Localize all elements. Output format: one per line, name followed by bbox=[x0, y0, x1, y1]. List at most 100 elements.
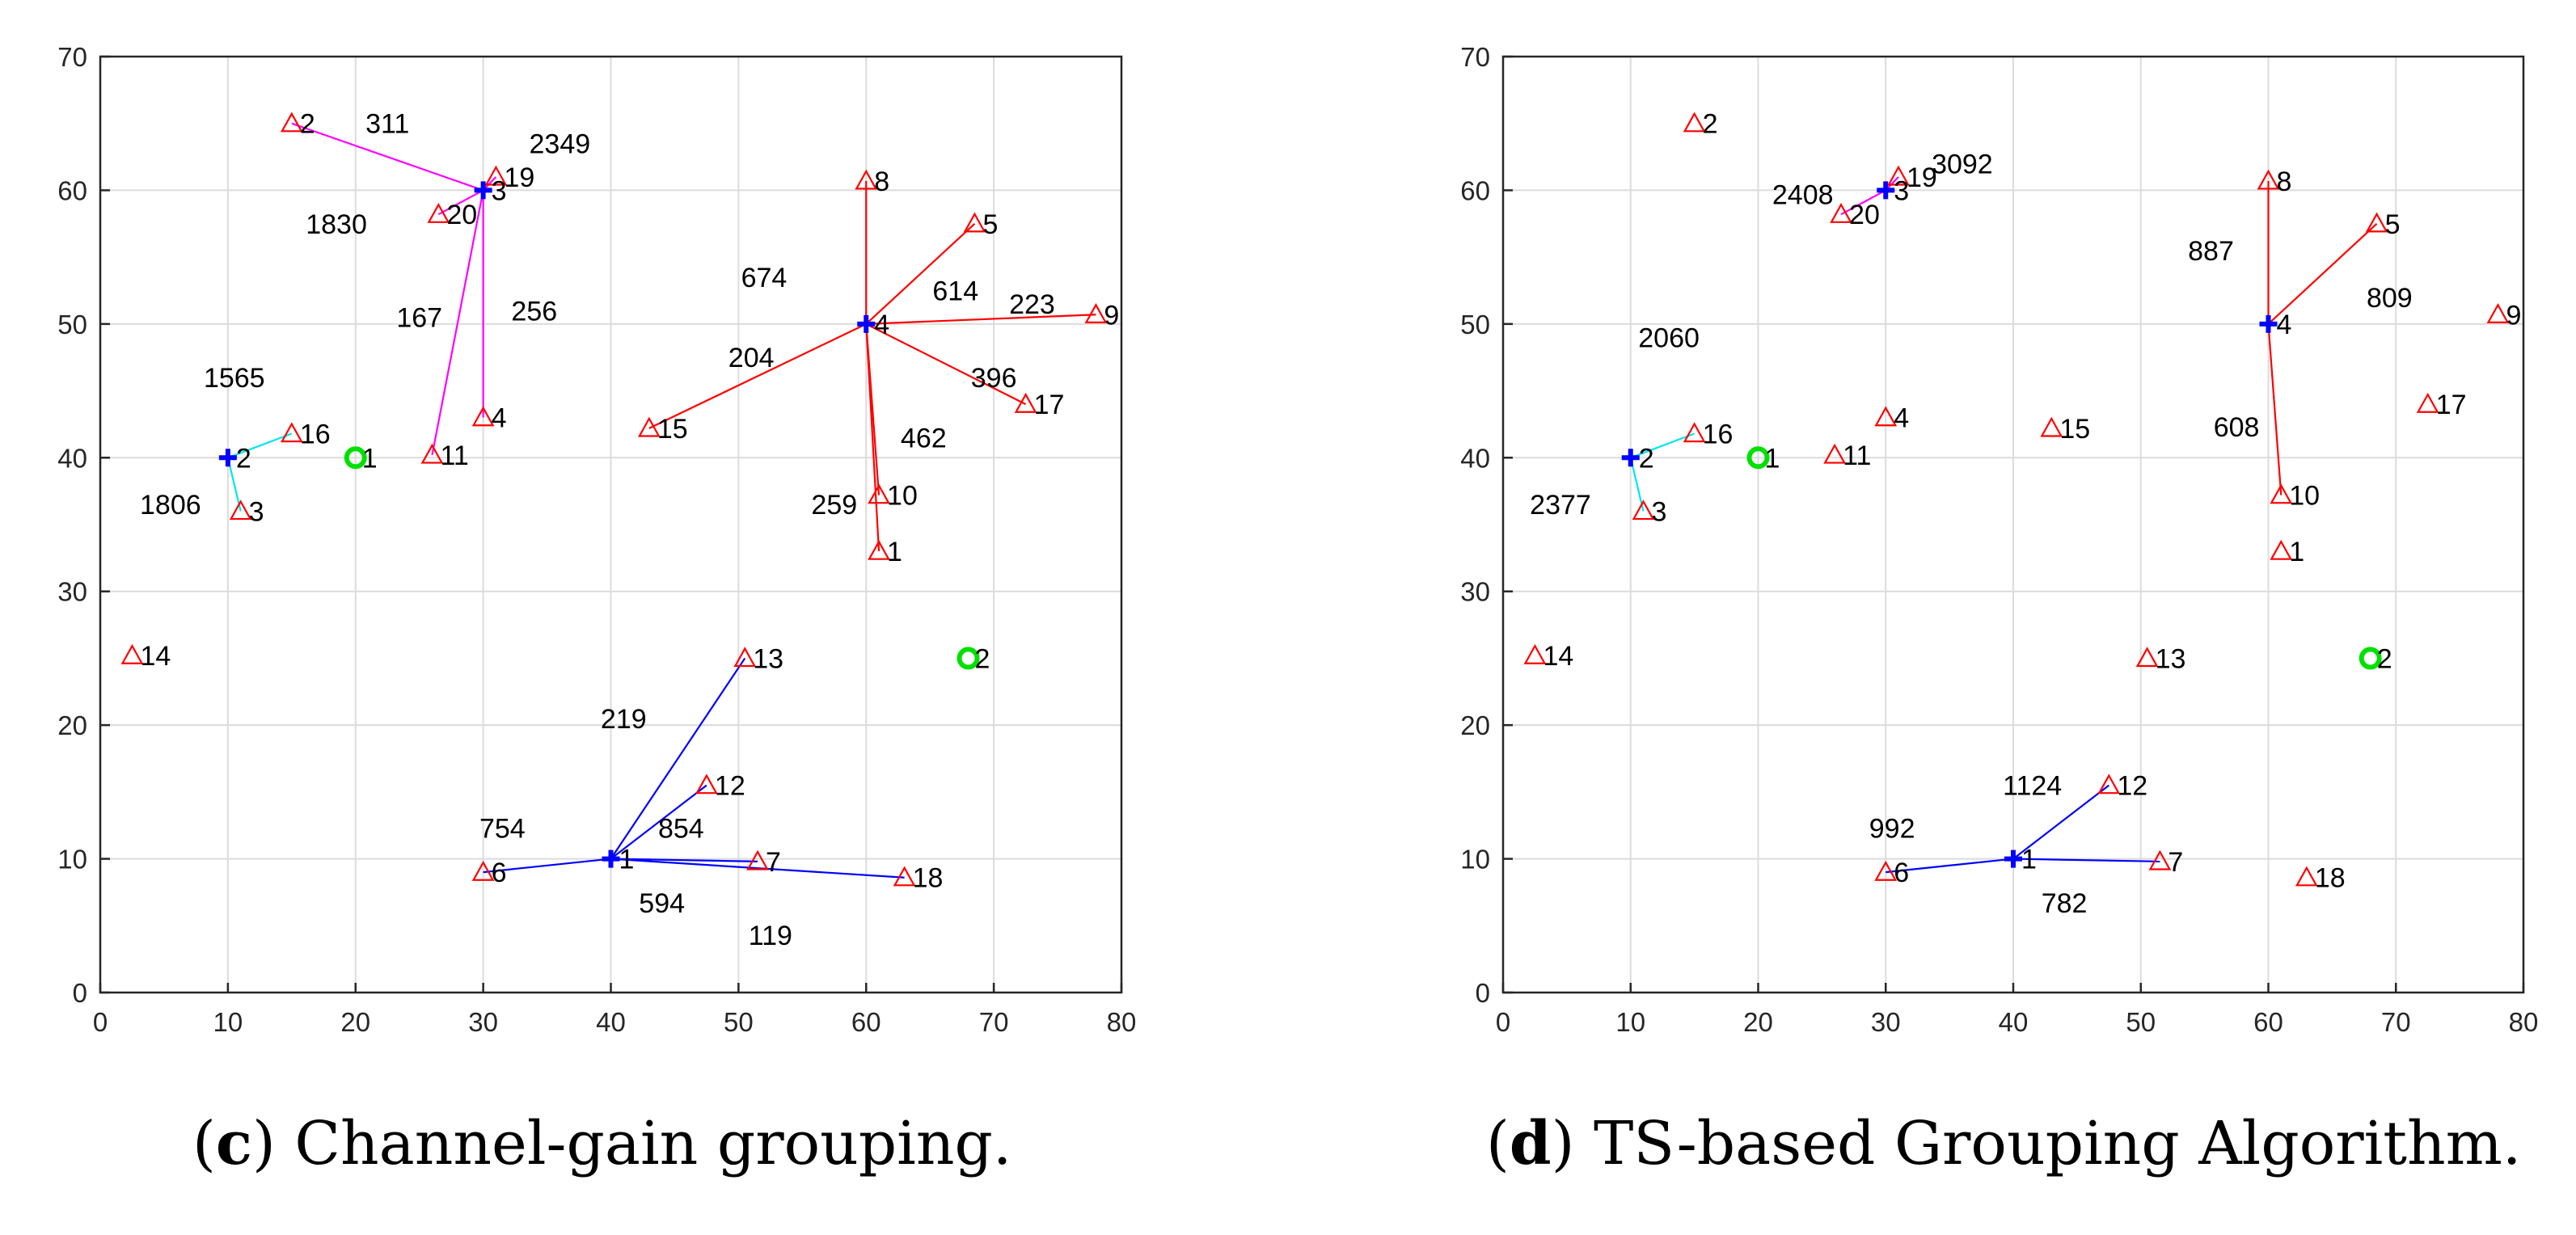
user-marker bbox=[229, 499, 252, 521]
base-station-marker bbox=[1746, 446, 1770, 470]
value-annotation: 854 bbox=[658, 814, 704, 845]
user-label: 19 bbox=[1907, 162, 1937, 193]
group-link bbox=[437, 189, 484, 216]
group-head-marker bbox=[1877, 181, 1895, 200]
group-head-marker bbox=[1621, 449, 1640, 467]
x-tick-label: 20 bbox=[1743, 1007, 1773, 1037]
user-marker bbox=[733, 647, 757, 668]
user-marker bbox=[1823, 443, 1847, 464]
y-tick-label: 50 bbox=[1460, 310, 1490, 339]
group-link bbox=[1629, 457, 1645, 512]
user-marker bbox=[2270, 539, 2293, 560]
group-head-marker bbox=[474, 181, 492, 200]
group-link bbox=[610, 858, 905, 879]
user-marker bbox=[695, 773, 718, 795]
value-annotation: 754 bbox=[479, 814, 526, 845]
user-label: 1 bbox=[2289, 537, 2304, 567]
group-link bbox=[483, 858, 611, 874]
user-label: 8 bbox=[874, 166, 889, 197]
y-tick-label: 20 bbox=[57, 710, 87, 740]
x-tick-label: 10 bbox=[213, 1007, 243, 1037]
base-station-marker bbox=[344, 446, 367, 470]
user-label: 2 bbox=[1703, 109, 1718, 140]
base-station-marker bbox=[2359, 647, 2382, 670]
value-annotation: 614 bbox=[932, 276, 978, 307]
user-label: 15 bbox=[2059, 414, 2090, 445]
x-tick-label: 60 bbox=[851, 1007, 881, 1037]
user-marker bbox=[471, 406, 495, 427]
value-annotation: 782 bbox=[2042, 888, 2088, 919]
user-marker bbox=[1874, 406, 1898, 427]
user-marker bbox=[2270, 483, 2293, 504]
value-annotation: 3092 bbox=[1932, 149, 1993, 179]
user-marker bbox=[855, 169, 878, 190]
group-link bbox=[1886, 858, 2014, 874]
x-tick-label: 80 bbox=[1107, 1007, 1137, 1037]
user-label: 18 bbox=[913, 863, 944, 894]
user-marker bbox=[1887, 165, 1910, 186]
group-head-label: 2 bbox=[236, 443, 251, 474]
user-marker bbox=[427, 202, 450, 223]
group-head-label: 4 bbox=[874, 310, 889, 340]
y-tick-label: 60 bbox=[57, 175, 87, 205]
base-station-label: 1 bbox=[1765, 443, 1780, 474]
user-label: 8 bbox=[2277, 166, 2292, 197]
user-label: 7 bbox=[766, 847, 781, 878]
user-marker bbox=[484, 165, 508, 186]
user-label: 1 bbox=[887, 537, 902, 567]
user-label: 2 bbox=[300, 109, 315, 140]
y-tick-label: 0 bbox=[1476, 978, 1490, 1008]
caption-d-letter: d bbox=[1509, 1109, 1552, 1178]
value-annotation: 1830 bbox=[306, 209, 367, 240]
user-label: 12 bbox=[2117, 771, 2147, 802]
value-annotation: 2377 bbox=[1530, 490, 1591, 521]
group-head-marker bbox=[2259, 314, 2278, 333]
user-label: 15 bbox=[657, 414, 688, 445]
base-station-label: 2 bbox=[2377, 643, 2392, 674]
user-label: 12 bbox=[715, 771, 745, 802]
user-label: 10 bbox=[2289, 481, 2320, 512]
caption-c-text: Channel-gain grouping. bbox=[275, 1109, 1012, 1178]
user-marker bbox=[120, 643, 144, 664]
group-link bbox=[610, 858, 758, 862]
y-tick-label: 10 bbox=[57, 845, 87, 875]
x-tick-label: 50 bbox=[724, 1007, 754, 1037]
group-link bbox=[610, 657, 746, 860]
value-annotation: 1124 bbox=[2003, 771, 2062, 802]
user-marker bbox=[1683, 422, 1706, 443]
user-label: 9 bbox=[2506, 300, 2521, 331]
value-annotation: 256 bbox=[511, 296, 557, 327]
group-link bbox=[865, 323, 880, 495]
x-tick-label: 30 bbox=[468, 1007, 498, 1037]
value-annotation: 2060 bbox=[1638, 322, 1700, 353]
group-head-label: 3 bbox=[492, 175, 507, 206]
user-marker bbox=[1523, 643, 1547, 664]
x-tick-label: 10 bbox=[1615, 1007, 1645, 1037]
group-link bbox=[431, 190, 484, 456]
value-annotation: 1565 bbox=[204, 363, 265, 394]
group-link bbox=[2012, 858, 2160, 862]
group-link bbox=[291, 122, 484, 192]
value-annotation: 887 bbox=[2188, 236, 2234, 267]
group-head-marker bbox=[2004, 849, 2022, 868]
user-marker bbox=[746, 849, 769, 870]
value-annotation: 219 bbox=[601, 704, 647, 735]
x-tick-label: 70 bbox=[979, 1007, 1009, 1037]
x-tick-label: 40 bbox=[596, 1007, 626, 1037]
group-link bbox=[1840, 189, 1886, 216]
user-marker bbox=[2135, 647, 2159, 668]
user-marker bbox=[280, 112, 303, 133]
group-link bbox=[2267, 323, 2283, 495]
y-tick-label: 20 bbox=[1460, 710, 1490, 740]
user-marker bbox=[1830, 202, 1852, 223]
value-annotation: 2408 bbox=[1772, 179, 1834, 210]
y-tick-label: 70 bbox=[57, 42, 87, 72]
x-tick-label: 50 bbox=[2126, 1007, 2156, 1037]
user-marker bbox=[963, 212, 986, 233]
group-head-marker bbox=[602, 849, 620, 868]
value-annotation: 396 bbox=[971, 363, 1017, 394]
user-marker bbox=[420, 443, 444, 464]
group-head-marker bbox=[218, 449, 237, 467]
user-label: 16 bbox=[1703, 419, 1734, 450]
